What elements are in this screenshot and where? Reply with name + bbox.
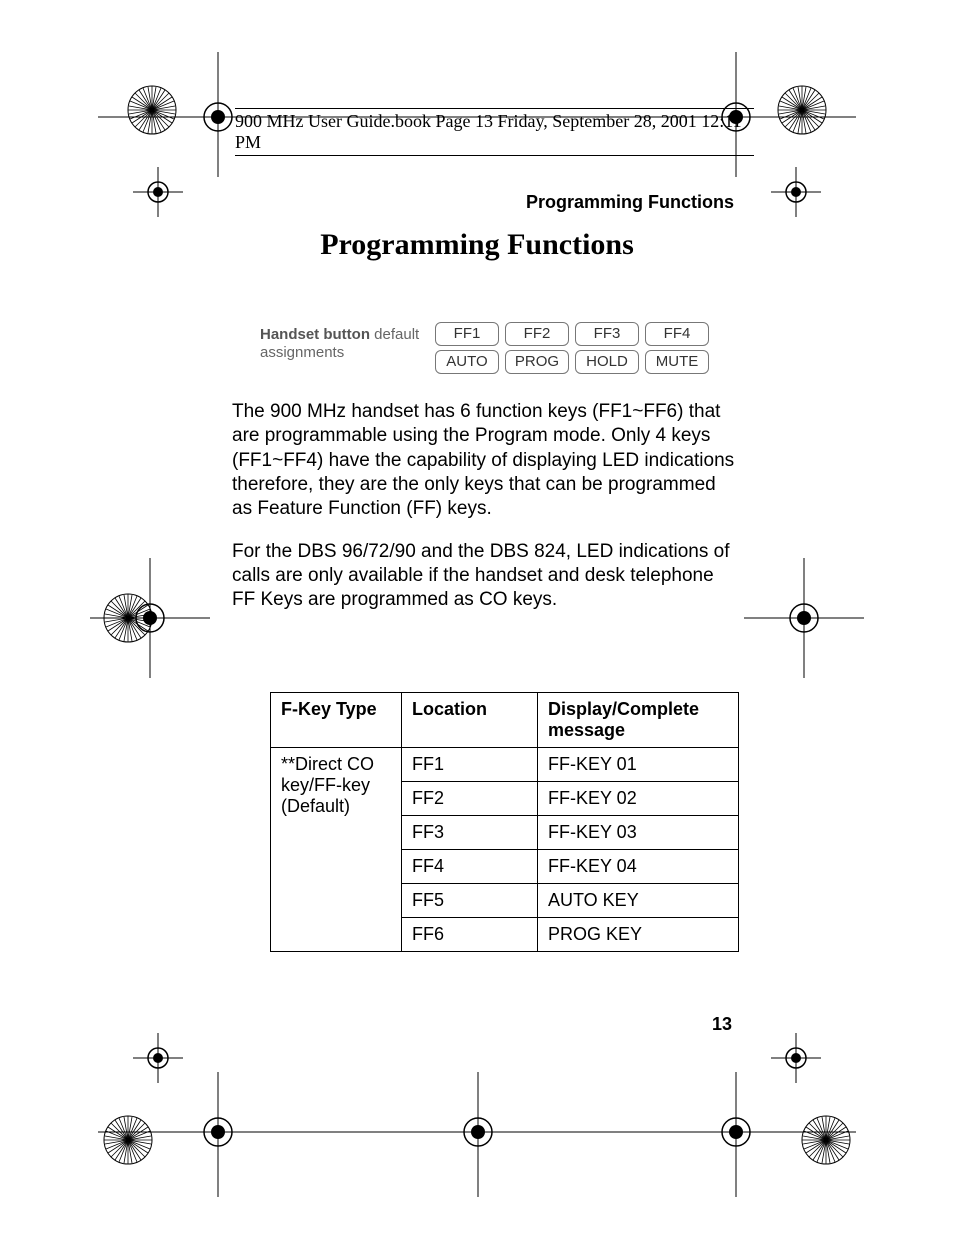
- keycap-hold: HOLD: [575, 350, 639, 374]
- keycap-ff2: FF2: [505, 322, 569, 346]
- keycap-prog: PROG: [505, 350, 569, 374]
- keycap-row-1: FF1 FF2 FF3 FF4: [435, 322, 709, 346]
- body-text: The 900 MHz handset has 6 function keys …: [232, 400, 737, 631]
- fkey-table: F-Key Type Location Display/Complete mes…: [270, 692, 739, 952]
- keycap-ff4: FF4: [645, 322, 709, 346]
- keycap-row-2: AUTO PROG HOLD MUTE: [435, 350, 709, 374]
- table-row: **Direct CO key/FF-key (Default) FF1 FF-…: [271, 748, 739, 782]
- page-title: Programming Functions: [0, 228, 954, 262]
- th-display: Display/Complete message: [538, 693, 739, 748]
- td-loc: FF4: [402, 850, 538, 884]
- td-loc: FF1: [402, 748, 538, 782]
- td-loc: FF5: [402, 884, 538, 918]
- keycap-ff3: FF3: [575, 322, 639, 346]
- td-loc: FF3: [402, 816, 538, 850]
- table-header-row: F-Key Type Location Display/Complete mes…: [271, 693, 739, 748]
- diagram-label: Handset button default assignments: [260, 326, 430, 362]
- paragraph-2: For the DBS 96/72/90 and the DBS 824, LE…: [232, 540, 737, 613]
- page-number: 13: [712, 1014, 732, 1035]
- td-disp: FF-KEY 04: [538, 850, 739, 884]
- td-disp: FF-KEY 02: [538, 782, 739, 816]
- td-disp: AUTO KEY: [538, 884, 739, 918]
- th-location: Location: [402, 693, 538, 748]
- keycap-ff1: FF1: [435, 322, 499, 346]
- keycap-mute: MUTE: [645, 350, 709, 374]
- page: 900 MHz User Guide.book Page 13 Friday, …: [0, 0, 954, 1235]
- td-type: **Direct CO key/FF-key (Default): [271, 748, 402, 952]
- td-loc: FF2: [402, 782, 538, 816]
- td-loc: FF6: [402, 918, 538, 952]
- keycap-auto: AUTO: [435, 350, 499, 374]
- td-disp: FF-KEY 03: [538, 816, 739, 850]
- paragraph-1: The 900 MHz handset has 6 function keys …: [232, 400, 737, 522]
- td-disp: FF-KEY 01: [538, 748, 739, 782]
- header-bar: 900 MHz User Guide.book Page 13 Friday, …: [235, 108, 754, 156]
- running-head: Programming Functions: [526, 192, 734, 213]
- th-fkey-type: F-Key Type: [271, 693, 402, 748]
- header-bar-text: 900 MHz User Guide.book Page 13 Friday, …: [235, 111, 742, 152]
- diagram-label-bold: Handset button: [260, 326, 370, 343]
- td-disp: PROG KEY: [538, 918, 739, 952]
